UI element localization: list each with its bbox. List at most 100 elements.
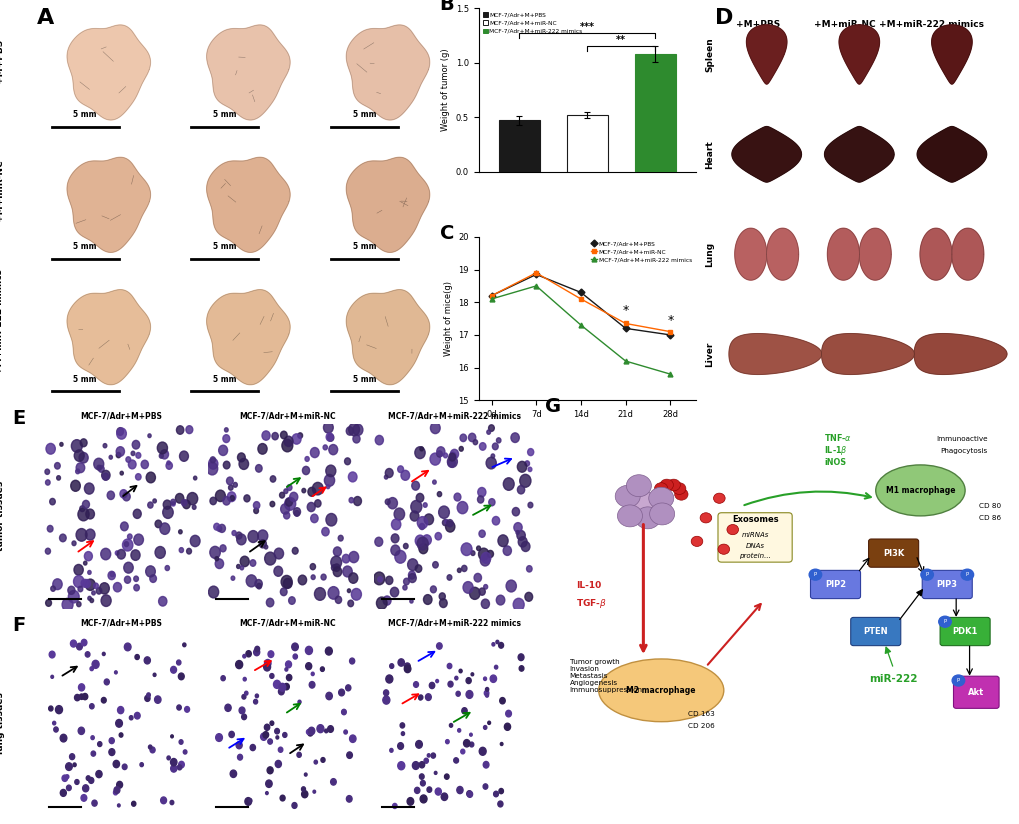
Circle shape [672, 483, 685, 494]
FancyBboxPatch shape [921, 570, 971, 598]
Circle shape [400, 717, 435, 758]
Circle shape [55, 462, 60, 469]
Circle shape [264, 552, 275, 565]
Circle shape [413, 696, 433, 720]
Circle shape [76, 528, 87, 541]
Circle shape [292, 547, 298, 555]
Circle shape [310, 564, 315, 569]
Circle shape [81, 794, 87, 801]
Circle shape [136, 474, 141, 480]
FancyBboxPatch shape [868, 539, 918, 567]
Circle shape [238, 458, 249, 470]
Circle shape [436, 451, 442, 457]
Circle shape [727, 525, 738, 535]
Circle shape [144, 657, 150, 664]
Text: 5 mm: 5 mm [353, 375, 376, 384]
Circle shape [228, 732, 234, 737]
Circle shape [377, 577, 382, 582]
Circle shape [389, 748, 392, 752]
Circle shape [231, 531, 236, 536]
Circle shape [224, 705, 231, 711]
Circle shape [432, 480, 436, 485]
Circle shape [242, 714, 247, 719]
Circle shape [419, 523, 424, 530]
Circle shape [264, 663, 270, 671]
Circle shape [492, 443, 497, 450]
Circle shape [178, 673, 184, 680]
Circle shape [298, 575, 307, 585]
Circle shape [244, 495, 250, 502]
Circle shape [86, 579, 95, 591]
Circle shape [342, 555, 350, 563]
Circle shape [245, 691, 248, 695]
Circle shape [444, 774, 448, 780]
Circle shape [410, 511, 419, 521]
Circle shape [311, 672, 314, 676]
Circle shape [107, 491, 114, 499]
Circle shape [235, 532, 242, 539]
Circle shape [516, 531, 519, 534]
Circle shape [275, 761, 281, 767]
Circle shape [60, 734, 67, 742]
Circle shape [94, 458, 104, 470]
Circle shape [149, 745, 152, 749]
Text: 5 mm: 5 mm [73, 375, 97, 384]
Circle shape [691, 536, 702, 546]
Text: M2 macrophage: M2 macrophage [626, 686, 695, 695]
Circle shape [407, 798, 414, 805]
Circle shape [293, 508, 301, 516]
Text: M1 macrophage: M1 macrophage [884, 486, 954, 495]
Polygon shape [823, 127, 894, 182]
Circle shape [103, 645, 128, 674]
Polygon shape [826, 228, 858, 280]
MCF-7/Adr+M+miR-222 mimics [663, 369, 676, 379]
Circle shape [84, 561, 87, 565]
Circle shape [417, 517, 427, 529]
Text: A: A [37, 8, 54, 28]
Circle shape [130, 550, 140, 560]
Circle shape [249, 798, 252, 803]
Circle shape [179, 548, 183, 553]
Circle shape [480, 555, 489, 566]
Circle shape [133, 584, 140, 591]
Circle shape [308, 487, 316, 496]
Circle shape [404, 543, 408, 549]
Circle shape [298, 700, 301, 704]
Circle shape [447, 681, 452, 687]
Circle shape [270, 673, 274, 678]
Circle shape [375, 537, 382, 546]
Circle shape [338, 536, 342, 541]
Circle shape [85, 551, 93, 561]
Text: Liver: Liver [705, 341, 714, 367]
Circle shape [344, 458, 351, 465]
Circle shape [312, 482, 323, 495]
Circle shape [528, 503, 532, 508]
Circle shape [278, 688, 284, 695]
Circle shape [503, 723, 511, 730]
Circle shape [400, 732, 405, 736]
Circle shape [270, 721, 273, 725]
Text: IL-10: IL-10 [576, 582, 601, 591]
Circle shape [348, 551, 359, 563]
Circle shape [177, 765, 181, 770]
Polygon shape [916, 127, 985, 182]
Circle shape [122, 493, 130, 501]
Circle shape [88, 570, 91, 574]
Circle shape [98, 742, 102, 747]
Circle shape [417, 537, 428, 550]
Circle shape [124, 541, 128, 546]
Circle shape [256, 465, 262, 472]
Line: MCF-7/Adr+M+miR-222 mimics: MCF-7/Adr+M+miR-222 mimics [489, 283, 673, 377]
Circle shape [167, 756, 170, 760]
Circle shape [217, 526, 221, 531]
Circle shape [341, 709, 346, 714]
Circle shape [155, 546, 165, 559]
Circle shape [314, 761, 317, 764]
Circle shape [160, 450, 168, 459]
Circle shape [163, 500, 171, 509]
Circle shape [348, 573, 358, 583]
Circle shape [478, 548, 488, 560]
Circle shape [109, 737, 114, 743]
Circle shape [527, 448, 533, 456]
Circle shape [951, 675, 964, 686]
